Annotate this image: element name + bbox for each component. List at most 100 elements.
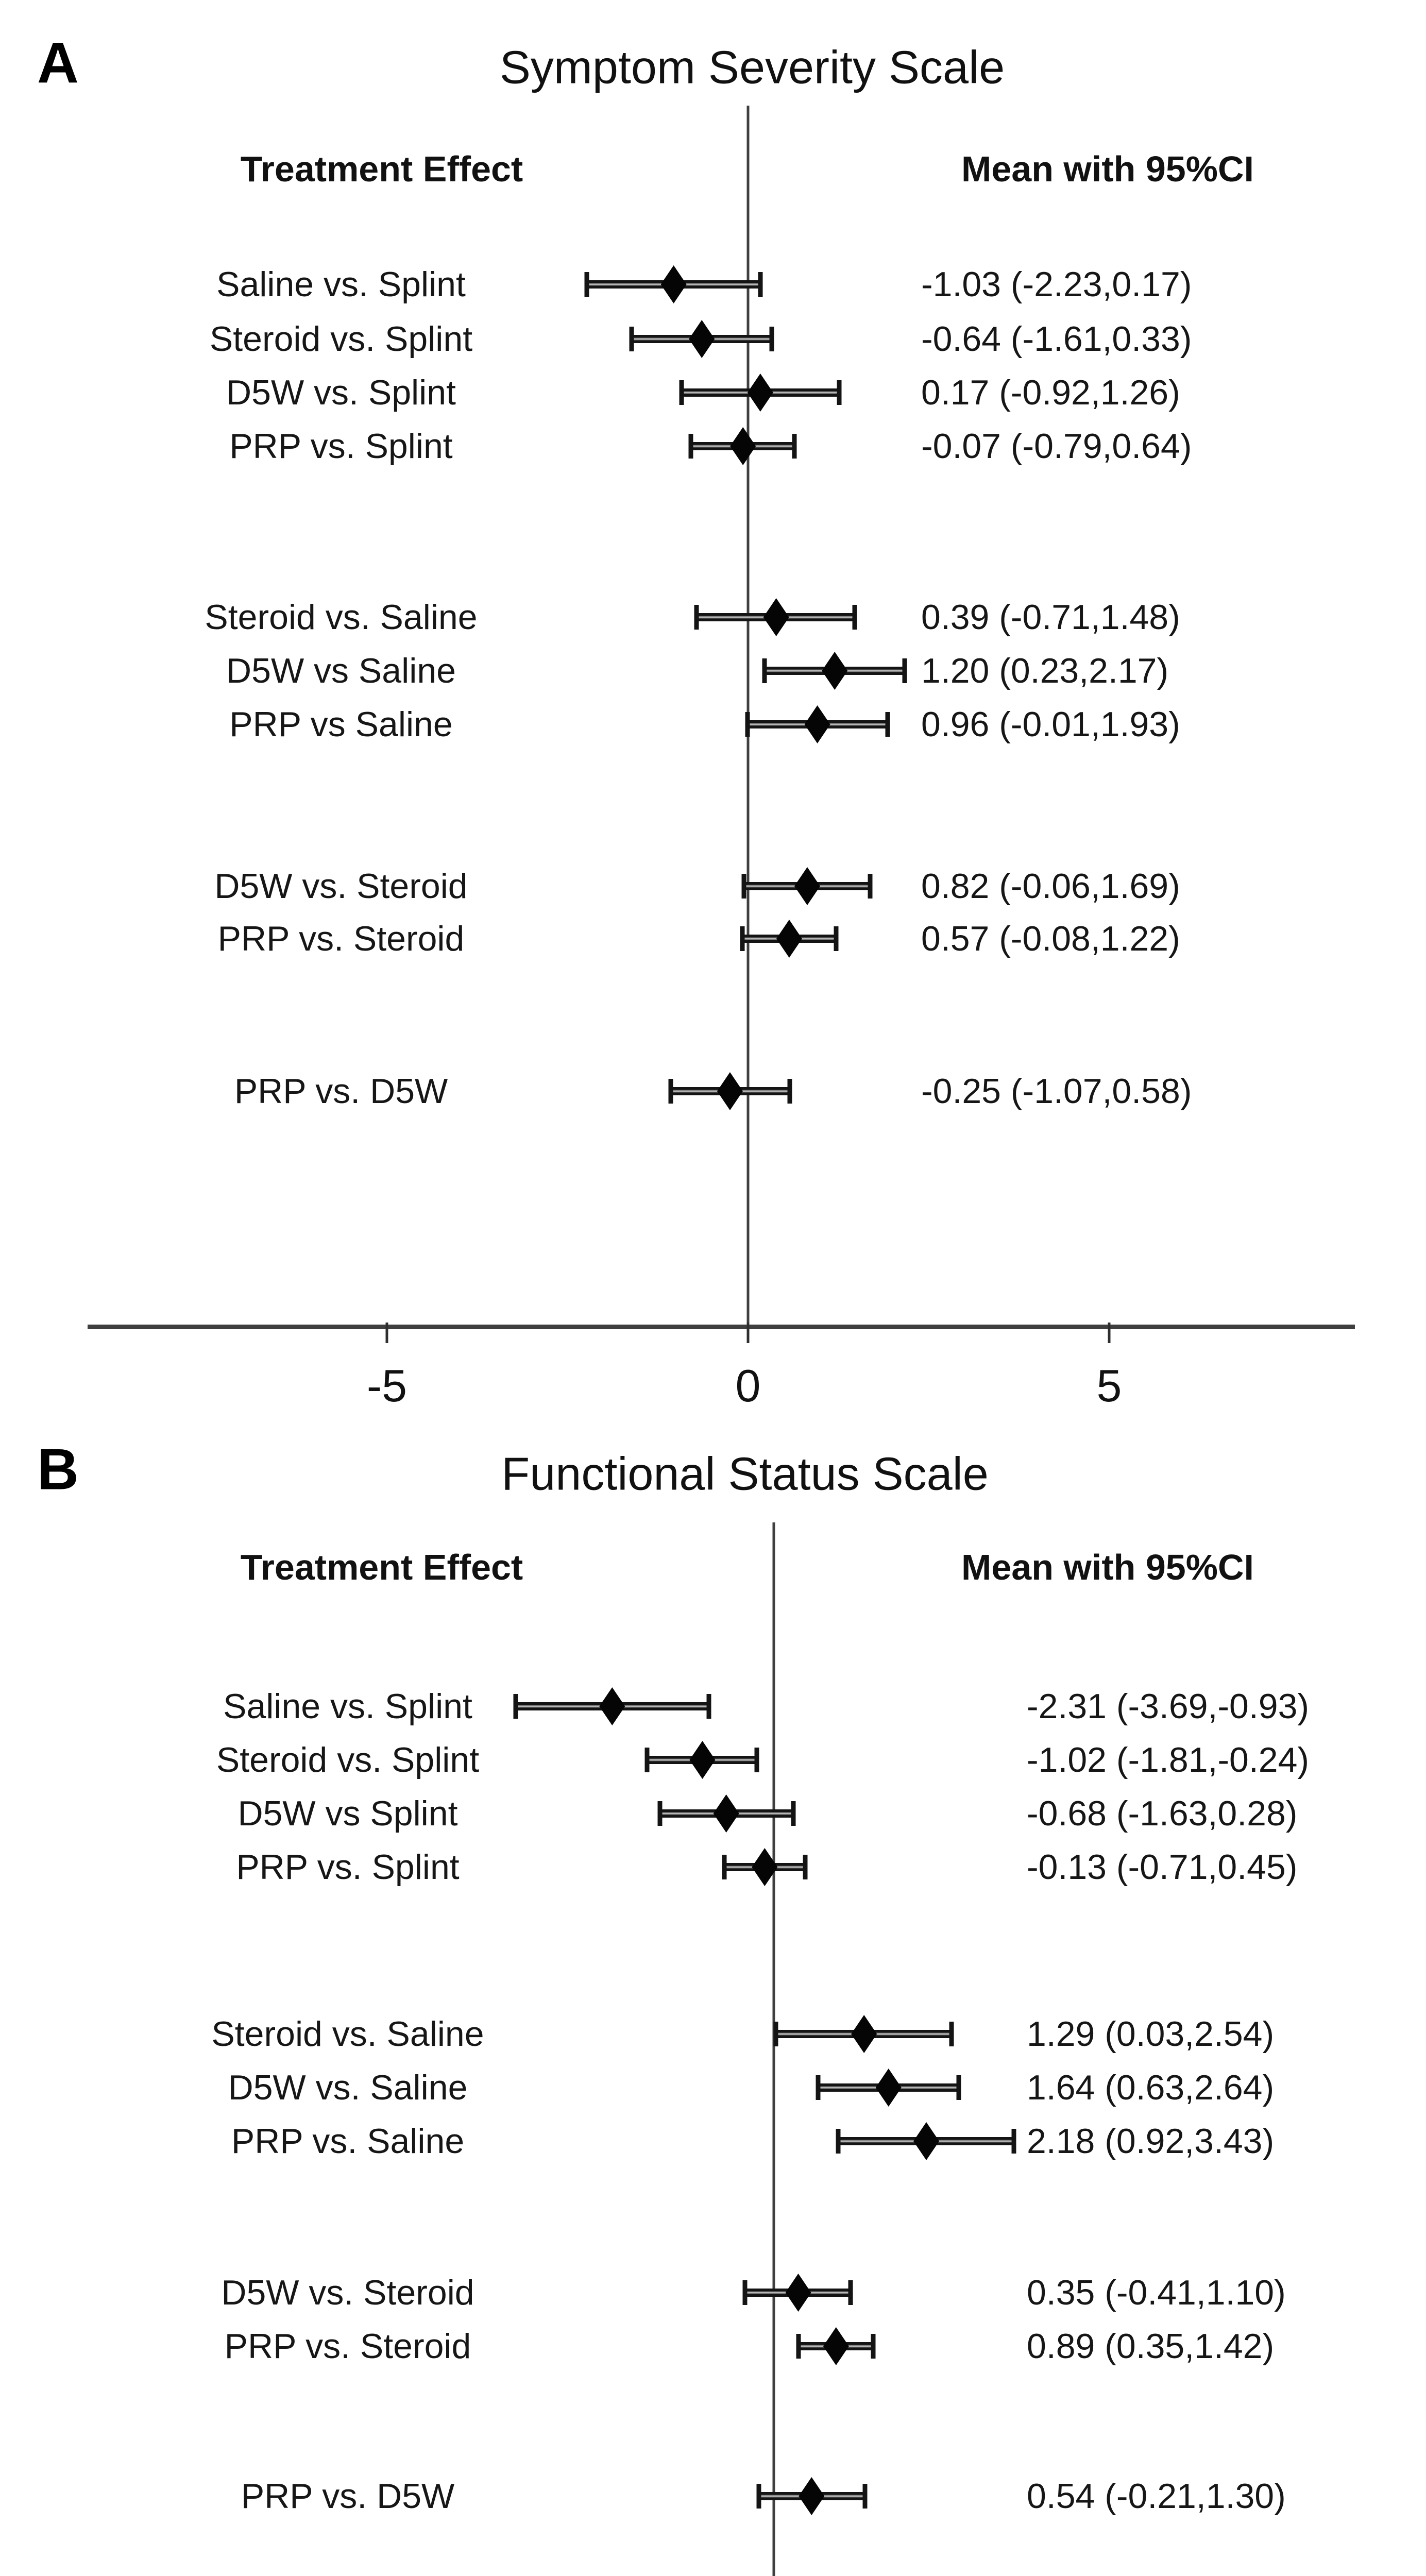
ci-upper-cap xyxy=(791,1801,796,1826)
forest-row-label: Saline vs. Splint xyxy=(223,1687,472,1726)
mean-diamond-marker xyxy=(713,1794,739,1833)
forest-row-label: Steroid vs. Saline xyxy=(205,598,478,637)
mean-diamond-marker xyxy=(799,2477,825,2515)
ci-upper-cap xyxy=(1011,2129,1016,2154)
forest-row-value: 0.57 (-0.08,1.22) xyxy=(921,919,1180,958)
mean-diamond-marker xyxy=(776,920,802,958)
panel-a-title: Symptom Severity Scale xyxy=(499,42,1005,94)
ci-upper-cap xyxy=(758,272,763,297)
mean-diamond-marker xyxy=(599,1687,625,1725)
forest-row-label: D5W vs. Steroid xyxy=(221,2273,474,2312)
panel-a-left-column-header: Treatment Effect xyxy=(240,149,523,189)
ci-lower-cap xyxy=(741,874,746,899)
ci-upper-cap xyxy=(837,380,842,405)
forest-row-value: -0.07 (-0.79,0.64) xyxy=(921,427,1192,466)
ci-lower-cap xyxy=(745,712,750,737)
ci-upper-cap xyxy=(754,1748,759,1772)
forest-row-value: 2.18 (0.92,3.43) xyxy=(1027,2122,1275,2161)
forest-row-value: 1.20 (0.23,2.17) xyxy=(921,651,1169,690)
forest-row-label: PRP vs. Saline xyxy=(231,2122,465,2161)
panel-a-x-axis-line xyxy=(88,1325,1355,1329)
ci-lower-cap xyxy=(584,272,589,297)
ci-upper-cap xyxy=(871,2334,876,2359)
panel-b-right-column-header: Mean with 95%CI xyxy=(961,1547,1254,1587)
ci-upper-cap xyxy=(787,1079,792,1104)
forest-row-value: -2.31 (-3.69,-0.93) xyxy=(1027,1687,1310,1726)
forest-row-label: D5W vs. Saline xyxy=(228,2068,468,2107)
ci-upper-cap xyxy=(834,926,839,951)
forest-row-value: 0.54 (-0.21,1.30) xyxy=(1027,2477,1286,2516)
ci-upper-cap xyxy=(792,434,797,459)
mean-diamond-marker xyxy=(823,2327,849,2365)
forest-row-value: -1.02 (-1.81,-0.24) xyxy=(1027,1740,1310,1780)
ci-lower-cap xyxy=(668,1079,673,1104)
panel-b-zero-reference-line xyxy=(772,1522,775,2576)
panel-b-title: Functional Status Scale xyxy=(501,1448,989,1500)
x-axis-tick xyxy=(746,1323,750,1343)
mean-diamond-marker xyxy=(822,652,848,690)
ci-lower-cap xyxy=(694,605,699,630)
forest-row-value: -1.03 (-2.23,0.17) xyxy=(921,265,1192,304)
forest-row-value: 0.96 (-0.01,1.93) xyxy=(921,705,1180,744)
forest-row-value: 0.35 (-0.41,1.10) xyxy=(1027,2273,1286,2312)
forest-row-label: D5W vs. Steroid xyxy=(214,867,468,906)
ci-upper-cap xyxy=(852,605,857,630)
ci-lower-cap xyxy=(679,380,684,405)
forest-row-label: PRP vs. D5W xyxy=(241,2477,455,2516)
mean-diamond-marker xyxy=(804,705,830,743)
ci-upper-cap xyxy=(956,2075,961,2100)
x-axis-tick xyxy=(1108,1323,1111,1343)
ci-lower-cap xyxy=(816,2075,821,2100)
forest-row-value: -0.64 (-1.61,0.33) xyxy=(921,319,1192,359)
mean-diamond-marker xyxy=(794,867,820,905)
panel-a-right-column-header: Mean with 95%CI xyxy=(961,149,1254,189)
forest-row-value: 1.29 (0.03,2.54) xyxy=(1027,2014,1275,2054)
ci-lower-cap xyxy=(773,2022,778,2046)
x-axis-tick-label: -5 xyxy=(366,1360,408,1411)
forest-row-label: D5W vs Splint xyxy=(237,1794,458,1833)
x-axis-tick-label: 0 xyxy=(735,1360,761,1411)
ci-lower-cap xyxy=(756,2484,761,2509)
forest-row-label: PRP vs. Steroid xyxy=(217,919,465,958)
ci-lower-cap xyxy=(629,327,634,351)
mean-diamond-marker xyxy=(913,2122,940,2160)
ci-upper-cap xyxy=(902,658,907,683)
ci-lower-cap xyxy=(657,1801,663,1826)
mean-diamond-marker xyxy=(689,320,715,358)
mean-diamond-marker xyxy=(717,1072,743,1110)
ci-lower-cap xyxy=(836,2129,841,2154)
forest-row-value: -0.68 (-1.63,0.28) xyxy=(1027,1794,1298,1833)
ci-upper-cap xyxy=(769,327,774,351)
ci-lower-cap xyxy=(740,926,745,951)
ci-upper-cap xyxy=(862,2484,868,2509)
ci-lower-cap xyxy=(796,2334,801,2359)
forest-row-label: Steroid vs. Saline xyxy=(211,2014,484,2054)
x-axis-tick xyxy=(385,1323,388,1343)
forest-row-label: PRP vs. D5W xyxy=(234,1072,448,1111)
forest-row-value: 0.17 (-0.92,1.26) xyxy=(921,373,1180,412)
panel-b-label: B xyxy=(37,1437,79,1502)
panel-b-left-column-header: Treatment Effect xyxy=(240,1547,523,1587)
ci-lower-cap xyxy=(762,658,767,683)
forest-row-value: -0.25 (-1.07,0.58) xyxy=(921,1072,1192,1111)
forest-row-label: Steroid vs. Splint xyxy=(209,319,473,359)
forest-row-value: 1.64 (0.63,2.64) xyxy=(1027,2068,1275,2107)
x-axis-tick-label: 5 xyxy=(1096,1360,1122,1411)
forest-row-label: PRP vs. Splint xyxy=(229,427,453,466)
panel-a-label: A xyxy=(37,30,79,95)
ci-upper-cap xyxy=(885,712,890,737)
mean-diamond-marker xyxy=(851,2015,877,2053)
ci-upper-cap xyxy=(706,1694,711,1719)
ci-upper-cap xyxy=(868,874,873,899)
forest-row-label: D5W vs Saline xyxy=(226,651,456,690)
mean-diamond-marker xyxy=(763,598,789,636)
ci-lower-cap xyxy=(688,434,693,459)
forest-row-label: PRP vs. Splint xyxy=(236,1848,460,1887)
ci-upper-cap xyxy=(848,2280,853,2305)
mean-diamond-marker xyxy=(730,427,756,465)
mean-diamond-marker xyxy=(747,374,773,412)
forest-row-label: D5W vs. Splint xyxy=(226,373,456,412)
mean-diamond-marker xyxy=(785,2274,811,2312)
mean-diamond-marker xyxy=(660,265,687,303)
